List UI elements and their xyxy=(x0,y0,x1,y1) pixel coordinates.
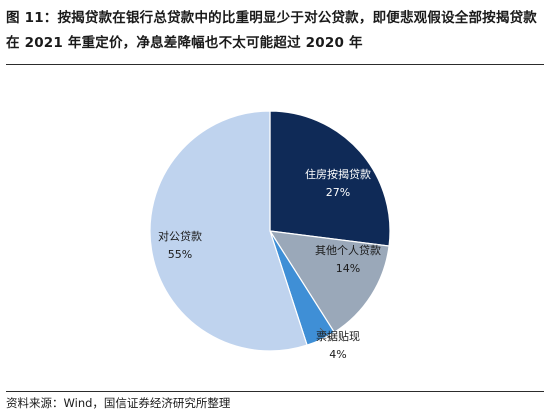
pie-slices xyxy=(149,110,391,352)
title-divider xyxy=(6,64,544,65)
pie-slice-2 xyxy=(268,230,390,334)
pie-chart-svg: 住房按揭贷款 27% 其他个人贷款 14% 票据贴现 4% 对公贷款 55% xyxy=(149,110,391,361)
pie-slice-1 xyxy=(269,110,391,247)
pie-labels: 住房按揭贷款 27% 其他个人贷款 14% 票据贴现 4% 对公贷款 55% xyxy=(158,167,381,361)
slice-label-3: 票据贴现 xyxy=(316,329,360,343)
source-divider xyxy=(6,391,544,392)
slice-label-4: 对公贷款 xyxy=(158,229,202,243)
slice-value-2: 14% xyxy=(336,262,360,275)
slice-label-2: 其他个人贷款 xyxy=(315,243,381,257)
pie-slice-4 xyxy=(149,110,308,352)
pie-chart: 住房按揭贷款 27% 其他个人贷款 14% 票据贴现 4% 对公贷款 55% xyxy=(0,66,550,386)
slice-label-1: 住房按揭贷款 xyxy=(305,167,371,181)
source-note: 资料来源：Wind，国信证券经济研究所整理 xyxy=(6,396,231,410)
callout-line-3 xyxy=(319,327,332,340)
slice-value-4: 55% xyxy=(168,248,192,261)
chart-title: 图 11：按揭贷款在银行总贷款中的比重明显少于对公贷款，即便悲观假设全部按揭贷款… xyxy=(6,10,537,51)
slice-value-1: 27% xyxy=(326,186,350,199)
slice-value-3: 4% xyxy=(329,348,346,361)
